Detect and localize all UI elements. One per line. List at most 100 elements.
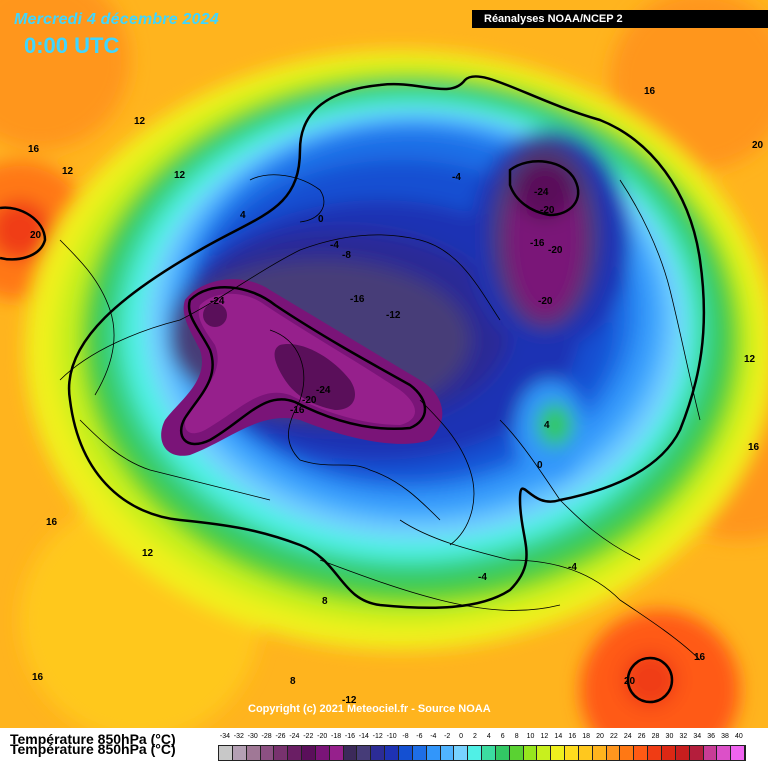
legend-swatch (689, 746, 704, 760)
legend-swatch (426, 746, 441, 760)
contour-label: -24 (316, 385, 331, 396)
legend-tick-label: 12 (540, 733, 549, 740)
legend-swatch (315, 746, 330, 760)
legend-swatch (495, 746, 510, 760)
legend-tick-label: -2 (444, 733, 451, 740)
legend-tick-label: 30 (665, 733, 674, 740)
legend-swatch (371, 746, 386, 760)
isotherm-contours (0, 75, 706, 704)
legend-swatch (454, 746, 469, 760)
contour-label: 12 (62, 166, 74, 177)
legend-tick-label: -26 (275, 733, 286, 740)
contour-label: 16 (46, 517, 58, 528)
legend-swatch (246, 746, 261, 760)
legend-tick-label: 20 (596, 733, 604, 740)
legend-swatch (260, 746, 275, 760)
legend-tick-label: 10 (526, 733, 535, 740)
legend-tick-labels: -34 -32 -30 -28 -26 -24 -22 -20 -18 -16 -14 -12 -10-… (218, 733, 746, 743)
legend-tick-label: 2 (473, 733, 477, 740)
legend-swatch (440, 746, 455, 760)
contour-label: -20 (548, 245, 563, 256)
legend-swatch (703, 746, 718, 760)
legend-swatch (537, 746, 552, 760)
legend-swatch (551, 746, 566, 760)
cold-core-west (161, 279, 443, 456)
legend-tick-label: 28 (651, 733, 660, 740)
legend-swatch (675, 746, 690, 760)
legend-swatch (288, 746, 303, 760)
legend-swatch (717, 746, 732, 760)
legend-tick-label: -16 (344, 733, 356, 740)
contour-labels: 12 16 12 12 20 4 0 -4 -8 -4 -16 -12 -24 … (28, 86, 764, 706)
contour-label: 0 (537, 460, 543, 471)
legend-tick-label: 4 (486, 733, 491, 740)
legend-tick-label: 38 (721, 733, 729, 740)
contour-label: 8 (322, 596, 328, 607)
legend-color-scale (218, 745, 746, 761)
legend-swatch (482, 746, 496, 760)
legend-swatch (329, 746, 344, 760)
contour-label: 12 (744, 354, 756, 365)
source-label: Réanalyses NOAA/NCEP 2 (472, 10, 768, 28)
legend-swatch (634, 746, 649, 760)
legend-swatch (468, 746, 483, 760)
legend-tick-label: 40 (735, 733, 743, 740)
legend-tick-label: -18 (331, 733, 342, 740)
legend-tick-label: -6 (416, 733, 423, 740)
contour-label: -8 (342, 250, 351, 261)
legend-swatch (523, 746, 538, 760)
legend-tick-label: -34 (219, 733, 230, 740)
contour-label: -4 (568, 562, 577, 573)
contour-label: 16 (694, 652, 706, 663)
contour-label: -4 (330, 240, 339, 251)
legend-tick-label: -22 (303, 733, 314, 740)
contour-label: -24 (210, 296, 225, 307)
legend-tick-label: -10 (386, 733, 397, 740)
legend-swatch (592, 746, 607, 760)
copyright-text: Copyright (c) 2021 Meteociel.fr - Source… (248, 703, 491, 715)
contour-label: 4 (240, 210, 246, 221)
contour-label: -4 (452, 172, 461, 183)
contour-label: -16 (290, 405, 305, 416)
legend-swatch (385, 746, 399, 760)
legend-tick-label: -20 (317, 733, 328, 740)
legend-tick-label: 32 (679, 733, 688, 740)
contour-label: -4 (478, 572, 487, 583)
legend-tick-label: -30 (247, 733, 258, 740)
legend-tick-label: -24 (289, 733, 300, 740)
contour-label: -20 (540, 205, 555, 216)
legend-swatch (648, 746, 662, 760)
contour-label: -16 (350, 294, 365, 305)
legend-tick-label: 6 (500, 733, 505, 740)
contour-label: -20 (302, 395, 317, 406)
contour-label: -20 (538, 296, 553, 307)
contour-label: -24 (534, 187, 549, 198)
coastlines (59, 174, 701, 661)
contour-label: 4 (544, 420, 550, 431)
legend-title-shadow: Température 850hPa (°C) (10, 741, 176, 757)
legend-tick-label: 26 (637, 733, 646, 740)
legend-swatch (565, 746, 579, 760)
contour-label: 12 (134, 116, 146, 127)
date-title: Mercredi 4 décembre 2024 (14, 11, 219, 28)
legend-tick-label: 34 (693, 733, 702, 740)
contour-label: 20 (30, 230, 42, 241)
legend-swatch (606, 746, 621, 760)
contour-label: 16 (748, 442, 760, 453)
contour-label: 20 (752, 140, 764, 151)
contour-label: 12 (142, 548, 154, 559)
legend-tick-label: -28 (261, 733, 272, 740)
contour-label: 16 (32, 672, 44, 683)
legend-tick-label: 18 (582, 733, 590, 740)
legend-tick-label: -32 (233, 733, 244, 740)
legend-swatch (232, 746, 247, 760)
legend-swatch (412, 746, 427, 760)
legend-tick-label: -4 (430, 733, 437, 740)
legend-swatch (302, 746, 316, 760)
temperature-map: 12 16 12 12 20 4 0 -4 -8 -4 -16 -12 -24 … (0, 0, 768, 728)
contour-label: 12 (174, 170, 186, 181)
legend-tick-label: 0 (459, 733, 464, 740)
legend-tick-label: -8 (402, 733, 409, 740)
legend-swatch (219, 746, 233, 760)
legend-tick-label: 22 (609, 733, 618, 740)
